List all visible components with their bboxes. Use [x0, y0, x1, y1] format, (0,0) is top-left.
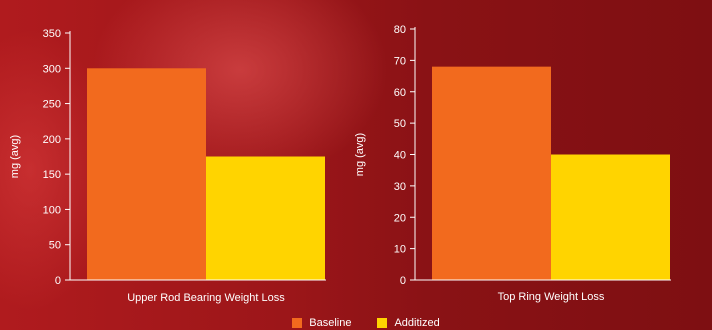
chart2-y-tick-label: 40 — [394, 150, 406, 162]
legend-item-baseline: Baseline — [292, 317, 351, 329]
legend-label-additized: Additized — [394, 317, 440, 329]
chart1-y-tick-label: 100 — [43, 204, 61, 216]
legend-swatch-baseline — [292, 318, 303, 328]
chart1-y-axis-label: mg (avg) — [9, 135, 21, 178]
chart1-x-axis-label: Upper Rod Bearing Weight Loss — [127, 292, 285, 304]
chart2-y-tick-label: 10 — [394, 244, 406, 256]
chart2-y-tick-label: 50 — [394, 118, 406, 130]
chart1-y-tick-label: 50 — [49, 240, 61, 252]
chart2-y-axis-label: mg (avg) — [354, 133, 366, 176]
chart2-y-tick-label: 20 — [394, 212, 406, 224]
chart2-bar-baseline — [432, 66, 551, 281]
legend: Baseline Additized — [0, 316, 712, 330]
chart2-y-tick-label: 80 — [394, 24, 406, 36]
legend-swatch-additized — [377, 318, 388, 328]
chart1-y-tick-label: 350 — [43, 28, 61, 40]
chart1-bar-baseline — [87, 68, 206, 281]
legend-item-additized: Additized — [377, 317, 440, 329]
legend-label-baseline: Baseline — [309, 317, 352, 329]
chart1-y-tick-label: 150 — [43, 169, 61, 181]
chart2-y-tick-label: 60 — [394, 87, 406, 99]
chart2-y-tick-label: 0 — [400, 275, 406, 287]
chart2-y-tick-label: 70 — [394, 55, 406, 67]
chart1-y-tick-label: 250 — [43, 99, 61, 111]
chart2-bar-additized — [551, 154, 670, 280]
chart2-x-axis-label: Top Ring Weight Loss — [498, 291, 605, 303]
chart1-y-tick-label: 0 — [55, 275, 61, 287]
chart2-y-tick-label: 30 — [394, 181, 406, 193]
chart1-y-tick-label: 200 — [43, 134, 61, 146]
chart1-y-tick-label: 300 — [43, 63, 61, 75]
chart1-bar-additized — [206, 156, 325, 280]
